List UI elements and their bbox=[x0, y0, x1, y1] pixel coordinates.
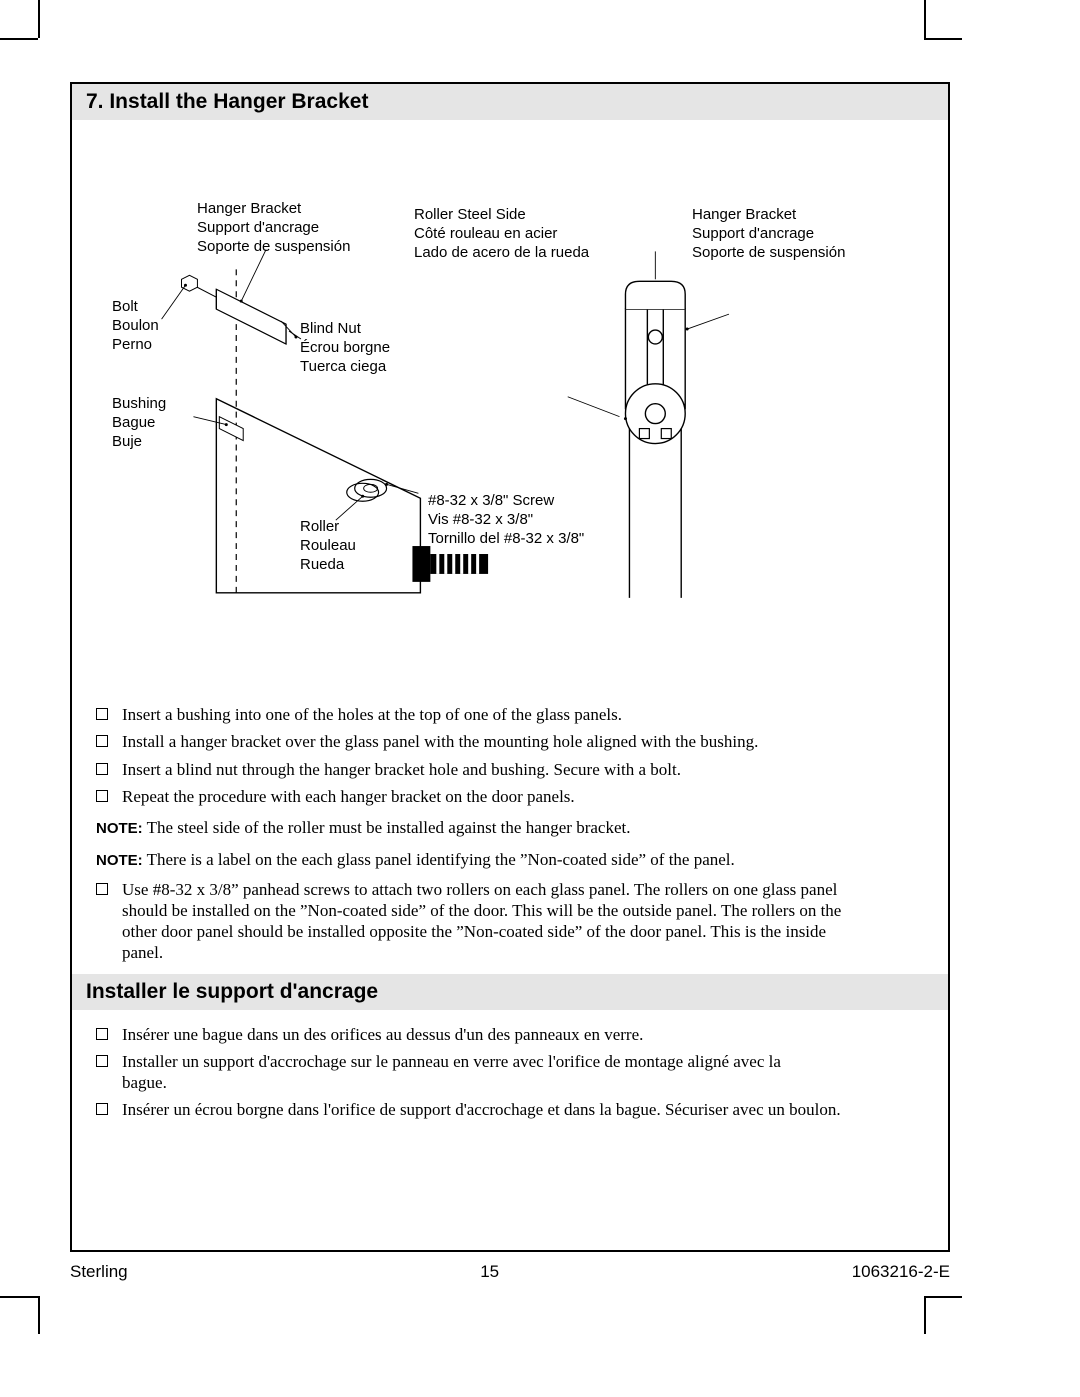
list-item: Insert a blind nut through the hanger br… bbox=[96, 759, 924, 780]
label-bolt: Bolt Boulon Perno bbox=[112, 298, 159, 354]
content-french: Insérer une bague dans un des orifices a… bbox=[72, 1010, 948, 1121]
step-text: Use #8-32 x 3/8” panhead screws to attac… bbox=[122, 879, 867, 964]
label-screw: #8-32 x 3/8" Screw Vis #8-32 x 3/8" Torn… bbox=[428, 492, 584, 548]
list-item: Insérer une bague dans un des orifices a… bbox=[96, 1024, 924, 1045]
footer-doc: 1063216-2-E bbox=[852, 1262, 950, 1282]
label-roller: Roller Rouleau Rueda bbox=[300, 518, 356, 574]
crop-mark bbox=[38, 1296, 40, 1334]
note-text: The steel side of the roller must be ins… bbox=[143, 818, 631, 837]
crop-mark bbox=[38, 0, 40, 38]
crop-mark bbox=[924, 1296, 926, 1334]
diagram-area: Hanger Bracket Support d'ancrage Soporte… bbox=[72, 120, 948, 700]
step-text: Repeat the procedure with each hanger br… bbox=[122, 786, 575, 807]
list-item: Use #8-32 x 3/8” panhead screws to attac… bbox=[96, 879, 924, 964]
list-item: Install a hanger bracket over the glass … bbox=[96, 731, 924, 752]
checkbox-icon bbox=[96, 1055, 108, 1067]
crop-mark bbox=[0, 38, 38, 40]
label-bushing: Bushing Bague Buje bbox=[112, 395, 166, 451]
section-header-1: 7. Install the Hanger Bracket bbox=[72, 84, 948, 120]
checkbox-icon bbox=[96, 763, 108, 775]
checkbox-icon bbox=[96, 735, 108, 747]
crop-mark bbox=[924, 38, 962, 40]
section-header-2: Installer le support d'ancrage bbox=[72, 974, 948, 1010]
footer-brand: Sterling bbox=[70, 1262, 128, 1282]
checkbox-icon bbox=[96, 1103, 108, 1115]
step-text: Insérer une bague dans un des orifices a… bbox=[122, 1024, 643, 1045]
note-label: NOTE: bbox=[96, 820, 143, 837]
page-frame: 7. Install the Hanger Bracket bbox=[70, 82, 950, 1252]
checkbox-icon bbox=[96, 883, 108, 895]
list-item: Insert a bushing into one of the holes a… bbox=[96, 704, 924, 725]
list-item: Installer un support d'accrochage sur le… bbox=[96, 1051, 924, 1094]
note-label: NOTE: bbox=[96, 852, 143, 869]
crop-mark bbox=[924, 0, 926, 38]
note-2: NOTE: There is a label on the each glass… bbox=[96, 849, 866, 871]
checkbox-icon bbox=[96, 790, 108, 802]
label-hanger-left: Hanger Bracket Support d'ancrage Soporte… bbox=[197, 200, 350, 256]
crop-mark bbox=[924, 1296, 962, 1298]
steps-english-2: Use #8-32 x 3/8” panhead screws to attac… bbox=[96, 879, 924, 964]
steps-english: Insert a bushing into one of the holes a… bbox=[96, 704, 924, 807]
footer-page: 15 bbox=[480, 1262, 499, 1282]
crop-mark bbox=[0, 1296, 38, 1298]
steps-french: Insérer une bague dans un des orifices a… bbox=[96, 1024, 924, 1121]
label-roller-steel: Roller Steel Side Côté rouleau en acier … bbox=[414, 206, 589, 262]
content-english: Insert a bushing into one of the holes a… bbox=[72, 700, 948, 964]
step-text: Install a hanger bracket over the glass … bbox=[122, 731, 758, 752]
page-footer: Sterling 15 1063216-2-E bbox=[70, 1262, 950, 1282]
list-item: Repeat the procedure with each hanger br… bbox=[96, 786, 924, 807]
label-blind-nut: Blind Nut Écrou borgne Tuerca ciega bbox=[300, 320, 390, 376]
note-text: There is a label on the each glass panel… bbox=[143, 850, 735, 869]
label-hanger-right: Hanger Bracket Support d'ancrage Soporte… bbox=[692, 206, 845, 262]
step-text: Installer un support d'accrochage sur le… bbox=[122, 1051, 822, 1094]
step-text: Insérer un écrou borgne dans l'orifice d… bbox=[122, 1099, 841, 1120]
step-text: Insert a blind nut through the hanger br… bbox=[122, 759, 681, 780]
checkbox-icon bbox=[96, 708, 108, 720]
step-text: Insert a bushing into one of the holes a… bbox=[122, 704, 622, 725]
note-1: NOTE: The steel side of the roller must … bbox=[96, 817, 866, 839]
checkbox-icon bbox=[96, 1028, 108, 1040]
list-item: Insérer un écrou borgne dans l'orifice d… bbox=[96, 1099, 924, 1120]
